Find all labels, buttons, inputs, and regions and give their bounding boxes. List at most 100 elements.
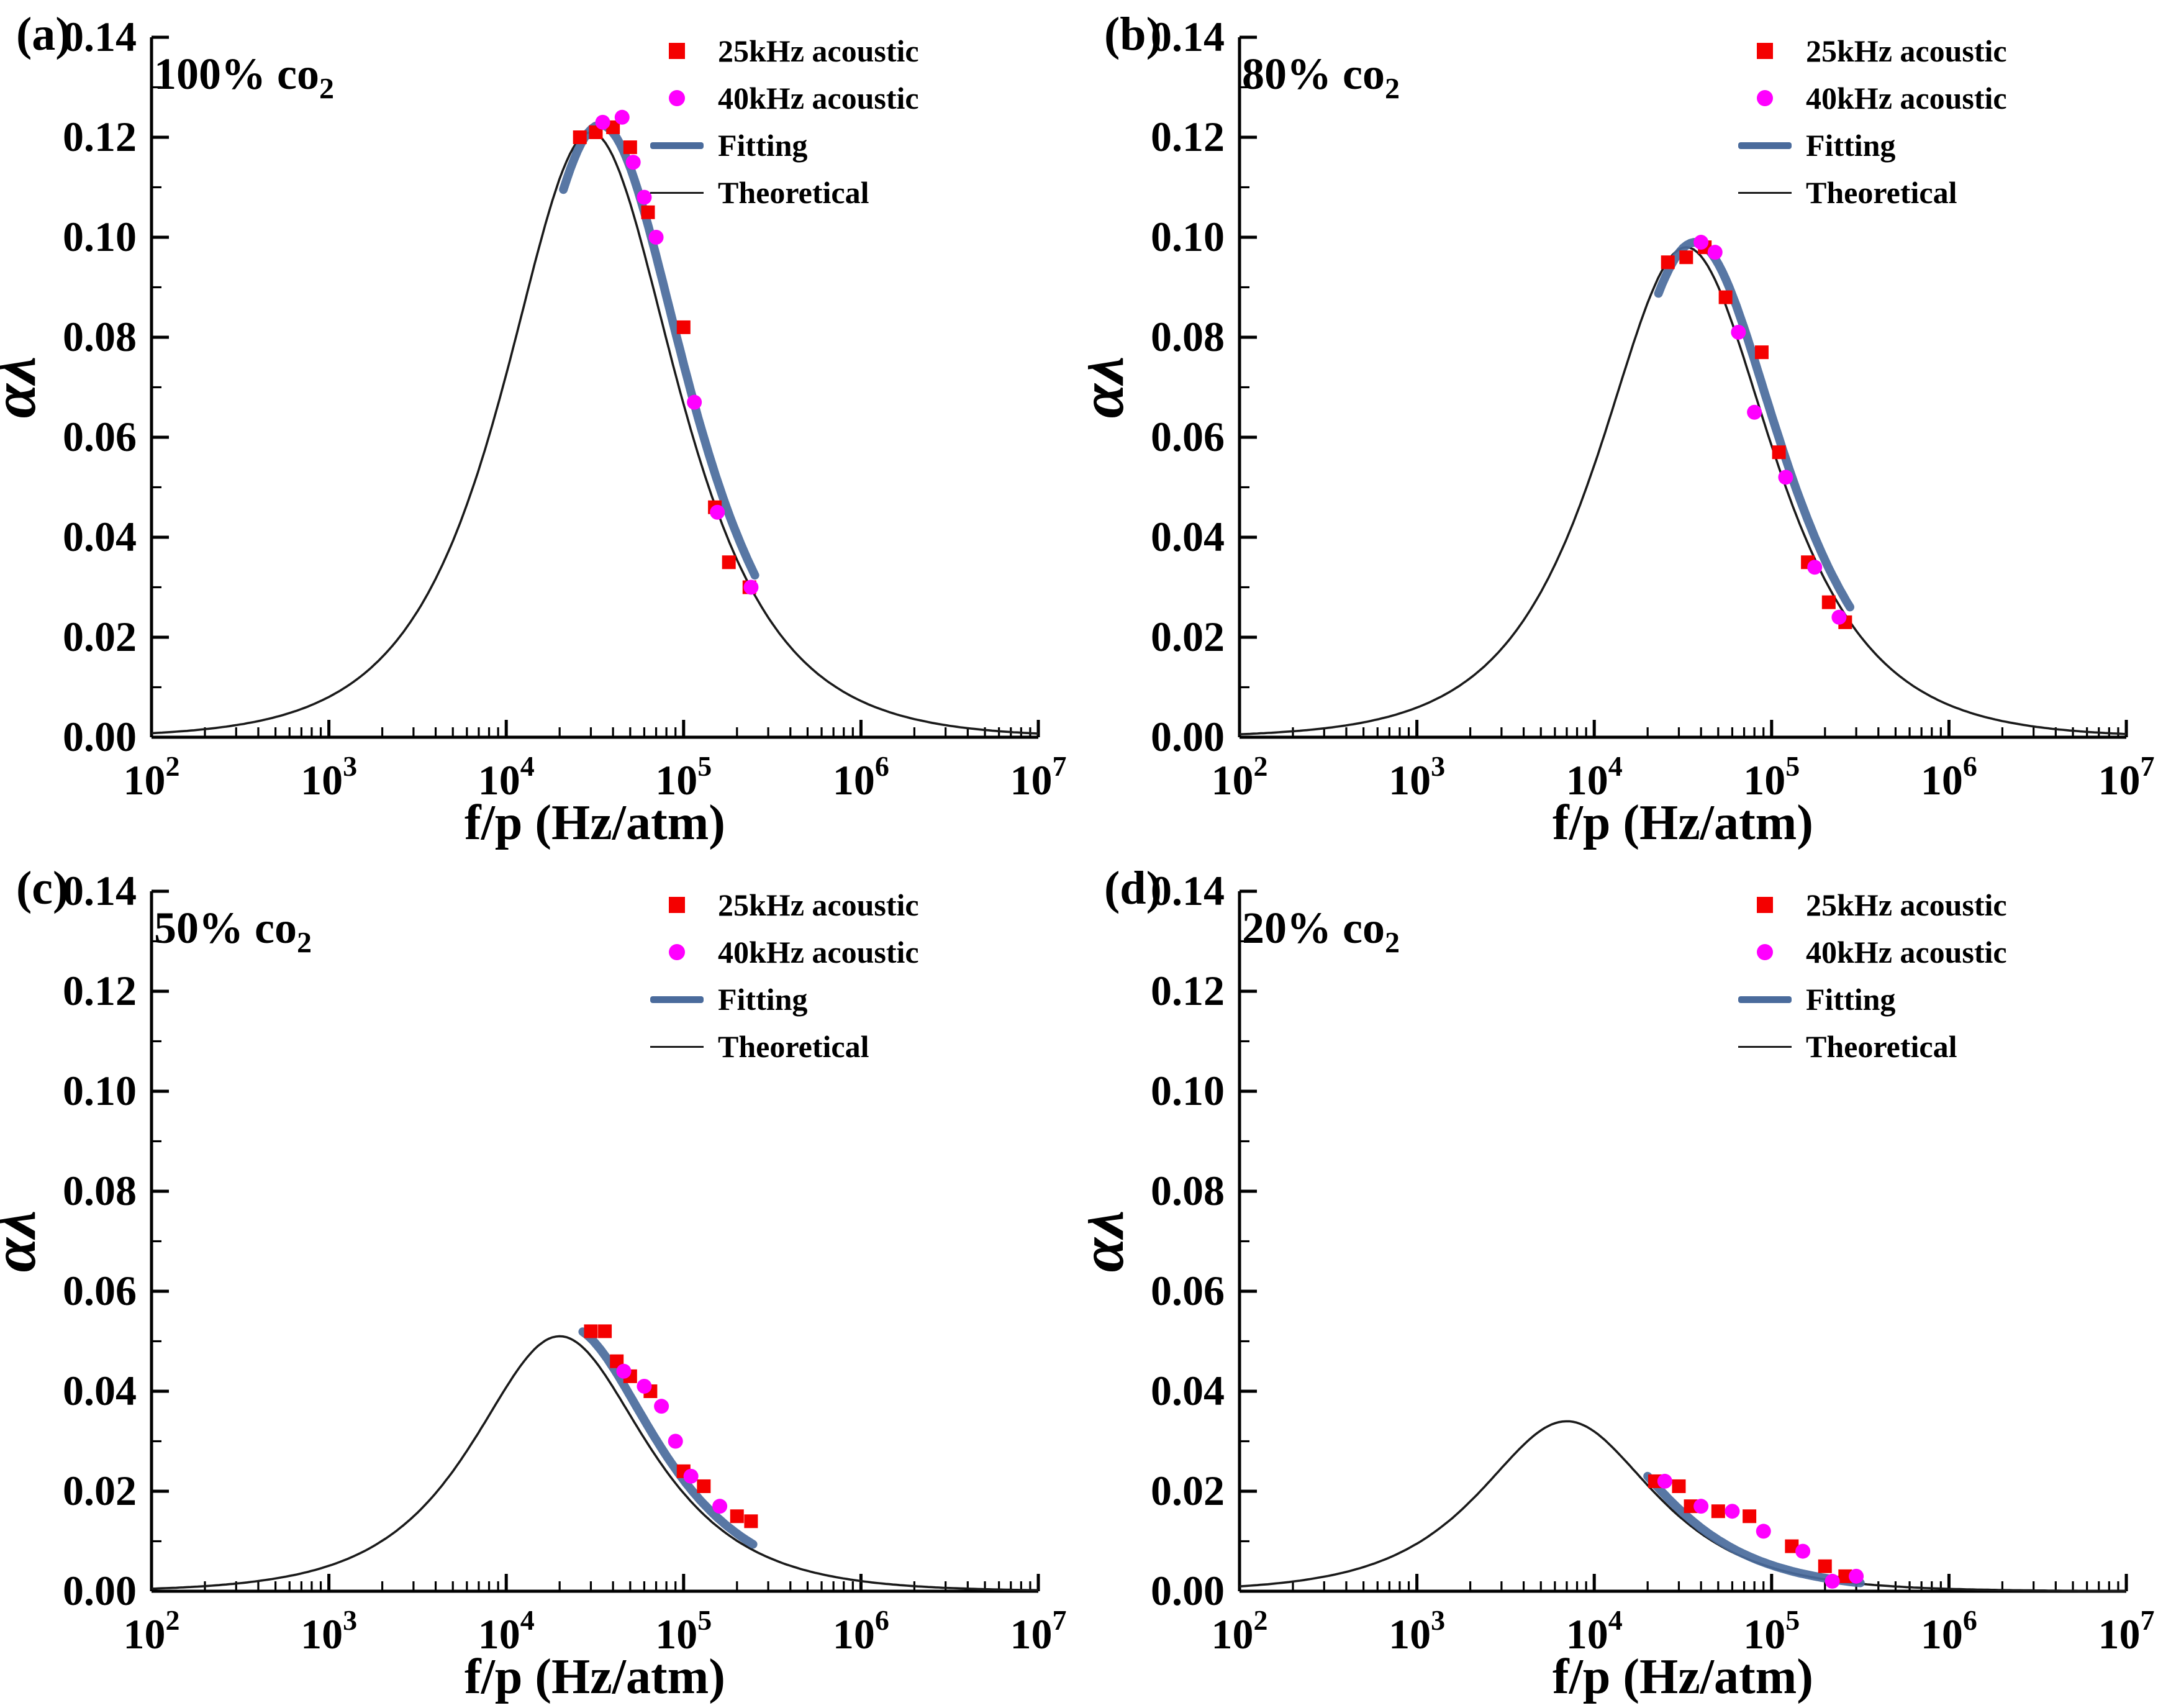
gas-label-text: 100% co bbox=[154, 49, 319, 99]
data-point-circle bbox=[637, 189, 652, 205]
data-point-circle bbox=[1731, 324, 1746, 340]
y-tick-label: 0.04 bbox=[63, 513, 137, 560]
square-marker-icon bbox=[669, 897, 685, 913]
y-tick-label: 0.14 bbox=[63, 13, 137, 60]
data-point-circle bbox=[1849, 1568, 1864, 1584]
data-point-circle bbox=[668, 1433, 683, 1449]
legend-marker-cell bbox=[646, 996, 708, 1003]
legend-item-fitting: Fitting bbox=[646, 979, 919, 1019]
theoretical-line-icon bbox=[650, 191, 704, 194]
x-axis-ticks: 102 103 104 105 106 107 bbox=[124, 720, 1067, 804]
y-tick-label: 0.10 bbox=[63, 213, 137, 260]
data-point-square bbox=[1661, 255, 1675, 270]
y-tick-label: 0.06 bbox=[63, 1267, 137, 1314]
x-tick-label: 107 bbox=[2098, 1604, 2155, 1658]
data-point-circle bbox=[1657, 1473, 1672, 1489]
legend-item-40khz: 40kHz acoustic bbox=[646, 932, 919, 972]
data-point-square bbox=[697, 1479, 711, 1493]
theoretical-line-icon bbox=[1738, 191, 1792, 194]
legend-item-theoretical: Theoretical bbox=[1734, 1027, 2007, 1066]
gas-label: 100% co2 bbox=[154, 48, 334, 106]
data-point-circle bbox=[1807, 560, 1823, 575]
y-tick-label: 0.02 bbox=[63, 1467, 137, 1514]
theoretical-line-icon bbox=[1738, 1045, 1792, 1048]
y-tick-label: 0.08 bbox=[63, 313, 137, 360]
x-tick-label: 105 bbox=[1743, 1604, 1800, 1658]
legend-label: 40kHz acoustic bbox=[1806, 81, 2007, 116]
y-tick-label: 0.00 bbox=[1151, 1567, 1225, 1614]
legend-label: 25kHz acoustic bbox=[718, 888, 919, 922]
legend-label: Theoretical bbox=[718, 1029, 869, 1064]
y-tick-label: 0.10 bbox=[63, 1067, 137, 1114]
x-tick-label: 102 bbox=[1212, 750, 1268, 804]
y-tick-label: 0.12 bbox=[1151, 113, 1225, 160]
y-tick-label: 0.02 bbox=[1151, 1467, 1225, 1514]
data-point-circle bbox=[625, 155, 641, 170]
data-point-circle bbox=[1693, 1499, 1709, 1514]
data-point-circle bbox=[648, 230, 664, 245]
y-tick-label: 0.08 bbox=[1151, 1167, 1225, 1214]
data-point-square bbox=[598, 1324, 612, 1338]
y-tick-label: 0.00 bbox=[1151, 713, 1225, 760]
y-tick-label: 0.02 bbox=[63, 613, 137, 660]
legend-item-40khz: 40kHz acoustic bbox=[1734, 78, 2007, 118]
x-tick-label: 107 bbox=[1010, 750, 1067, 804]
square-marker-icon bbox=[1757, 43, 1773, 59]
theoretical-curve bbox=[1239, 1420, 2126, 1592]
x-axis-ticks: 102 103 104 105 106 107 bbox=[1212, 1574, 2155, 1658]
panel-d: 102 103 104 105 106 107 0.00 0.02 0.04 0.06 0.08 0.… bbox=[1088, 854, 2176, 1708]
data-point-square bbox=[1679, 250, 1693, 265]
legend: 25kHz acoustic 40kHz acoustic Fitting Th… bbox=[1734, 885, 2007, 1066]
legend-marker-cell bbox=[1734, 43, 1796, 59]
theoretical-line-icon bbox=[650, 1045, 704, 1048]
y-tick-label: 0.12 bbox=[63, 113, 137, 160]
data-point-square bbox=[1838, 1569, 1852, 1583]
y-tick-label: 0.12 bbox=[63, 967, 137, 1014]
y-tick-label: 0.08 bbox=[1151, 313, 1225, 360]
x-tick-label: 103 bbox=[301, 1604, 357, 1658]
data-point-circle bbox=[712, 1499, 728, 1514]
circle-marker-icon bbox=[669, 944, 685, 960]
y-axis-label: αλ bbox=[0, 1211, 48, 1273]
y-tick-label: 0.00 bbox=[63, 1567, 137, 1614]
y-tick-label: 0.10 bbox=[1151, 213, 1225, 260]
legend-label: 40kHz acoustic bbox=[718, 935, 919, 970]
y-tick-label: 0.06 bbox=[63, 413, 137, 460]
data-point-circle bbox=[1795, 1543, 1811, 1559]
legend-marker-cell bbox=[1734, 1045, 1796, 1048]
y-tick-label: 0.00 bbox=[63, 713, 137, 760]
data-point-square bbox=[1821, 595, 1836, 609]
x-tick-label: 102 bbox=[124, 1604, 180, 1658]
legend-marker-cell bbox=[1734, 90, 1796, 106]
legend-label: 40kHz acoustic bbox=[1806, 935, 2007, 970]
chart-canvas-c: 102 103 104 105 106 107 0.00 0.02 0.04 0.06 0.08 0.… bbox=[0, 854, 1088, 1708]
x-tick-label: 106 bbox=[833, 1604, 889, 1658]
x-axis-label: f/p (Hz/atm) bbox=[465, 796, 725, 850]
legend-label: 40kHz acoustic bbox=[718, 81, 919, 116]
data-point-circle bbox=[1693, 235, 1709, 250]
data-point-circle bbox=[1747, 404, 1762, 420]
x-tick-label: 107 bbox=[2098, 750, 2155, 804]
legend-label: Theoretical bbox=[718, 175, 869, 210]
legend-item-theoretical: Theoretical bbox=[646, 1027, 919, 1066]
legend-marker-cell bbox=[646, 944, 708, 960]
fitting-curve bbox=[1654, 238, 1854, 612]
x-tick-label: 105 bbox=[1743, 750, 1800, 804]
legend-marker-cell bbox=[646, 1045, 708, 1048]
legend-marker-cell bbox=[646, 43, 708, 59]
x-tick-label: 103 bbox=[301, 750, 357, 804]
gas-label-text: 80% co bbox=[1242, 49, 1385, 99]
fitting-curve bbox=[1643, 1471, 1865, 1588]
fitting-line-icon bbox=[650, 142, 704, 149]
fitting-line-icon bbox=[650, 996, 704, 1003]
data-point-square bbox=[641, 205, 655, 219]
legend-label: Theoretical bbox=[1806, 175, 1957, 210]
data-point-square bbox=[1818, 1559, 1832, 1573]
y-axis-label: αλ bbox=[1088, 1211, 1136, 1273]
x-tick-label: 106 bbox=[1921, 750, 1977, 804]
x-tick-label: 102 bbox=[1212, 1604, 1268, 1658]
gas-label: 50% co2 bbox=[154, 902, 312, 960]
panel-letter: (d) bbox=[1104, 862, 1162, 914]
gas-label-sub: 2 bbox=[296, 926, 312, 960]
fitting-curve bbox=[578, 1327, 758, 1549]
